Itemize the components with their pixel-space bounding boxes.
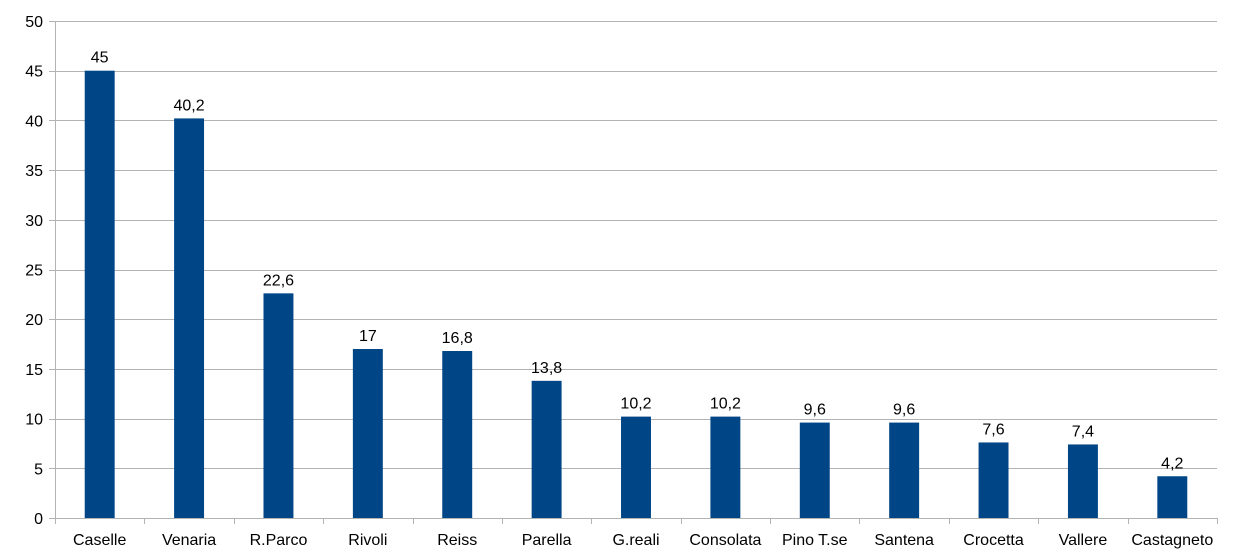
bar-santena [889,422,920,518]
bar-r-parco [263,293,294,518]
bar-vallere [1067,444,1098,518]
data-label: 9,6 [893,402,915,419]
bar-pino-t-se [799,422,830,518]
bars [84,70,1188,519]
data-label: 40,2 [174,97,205,114]
bar-venaria [174,118,205,519]
data-label: 45 [91,50,109,67]
data-label: 22,6 [263,272,294,289]
y-tick-label: 35 [25,163,43,180]
y-tick-label: 5 [34,461,43,478]
x-tick-label: Caselle [73,532,126,549]
x-tick-label: Castagneto [1131,532,1213,549]
data-label: 10,2 [710,396,741,413]
y-tick-label: 40 [25,113,43,130]
labels: 0 5 10 15 20 25 30 35 40 45 50 45 Caselle 40,2 Venaria… [25,14,1213,549]
x-tick-label: Reiss [437,532,477,549]
y-tick-label: 0 [34,511,43,528]
x-tick-label: Parella [522,532,572,549]
y-tick-label: 30 [25,213,43,230]
bar-reiss [442,351,473,518]
bar-caselle [84,70,115,518]
data-label: 9,6 [804,402,826,419]
data-label: 16,8 [442,330,473,347]
y-tick-label: 25 [25,263,43,280]
axes [49,21,1218,524]
x-tick-label: Santena [874,532,934,549]
data-label: 4,2 [1161,455,1183,472]
bar-crocetta [978,442,1009,518]
data-label: 10,2 [620,396,651,413]
data-label: 13,8 [531,360,562,377]
x-tick-label: Crocetta [963,532,1024,549]
x-tick-label: G.reali [612,532,659,549]
y-tick-label: 10 [25,412,43,429]
data-label: 7,6 [982,421,1004,438]
data-label: 17 [359,328,377,345]
bar-parella [531,380,562,518]
bar-g-reali [621,416,651,518]
y-tick-label: 45 [25,64,43,81]
bar-rivoli [352,349,383,518]
grid-lines [55,21,1217,469]
x-tick-label: R.Parco [250,532,308,549]
y-tick-label: 20 [25,312,43,329]
x-tick-label: Rivoli [348,532,387,549]
bar-castagneto [1157,476,1188,518]
bar-consolata [710,416,741,518]
data-label: 7,4 [1072,423,1094,440]
x-tick-label: Vallere [1059,532,1108,549]
y-tick-label: 15 [25,362,43,379]
x-tick-label: Consolata [689,532,761,549]
y-tick-label: 50 [25,14,43,31]
x-tick-label: Venaria [162,532,216,549]
x-tick-label: Pino T.se [782,532,848,549]
